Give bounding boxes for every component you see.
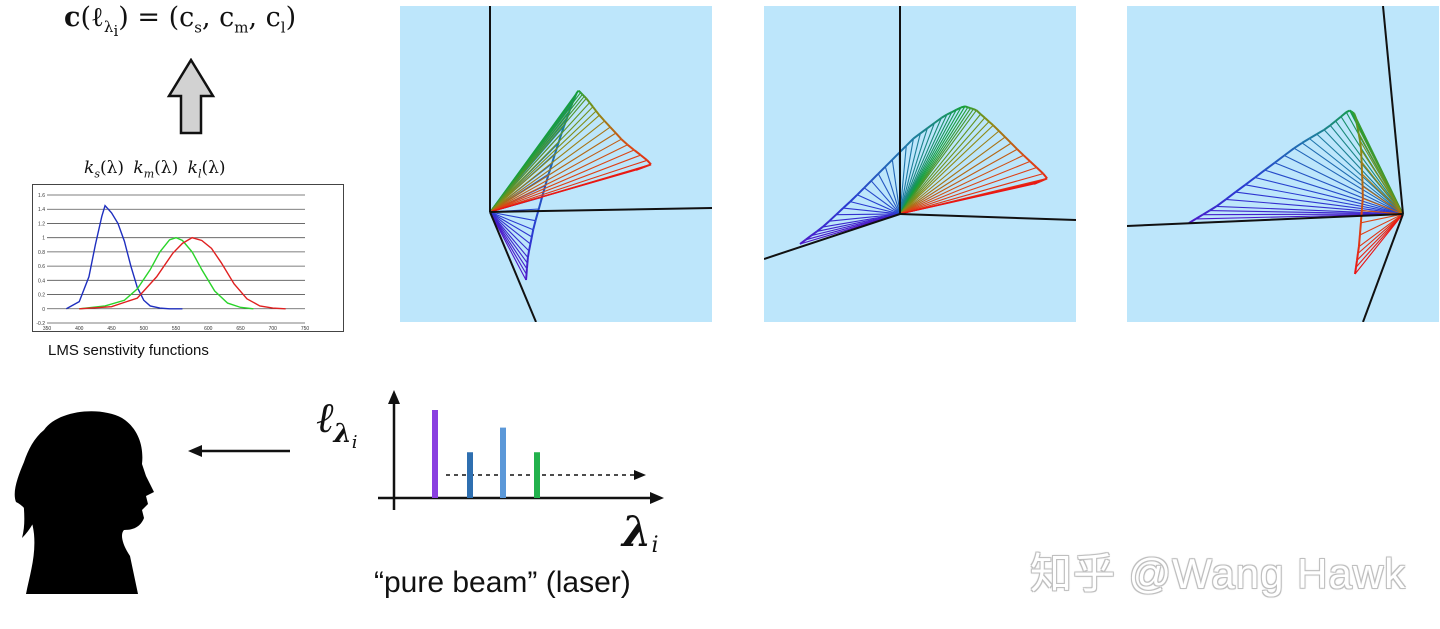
eq-sub-s: s xyxy=(194,18,202,36)
cone-ray xyxy=(836,214,900,215)
spectral-locus-segment xyxy=(1354,113,1356,117)
person-silhouette-icon xyxy=(6,406,156,594)
spectrum-y-label: ℓλi xyxy=(316,393,358,453)
spectral-locus-segment xyxy=(1362,162,1363,174)
spectral-locus-segment xyxy=(532,230,533,237)
lms-caption: LMS senstivity functions xyxy=(48,342,209,359)
eq-comma1: , c xyxy=(202,2,234,33)
spectral-locus-segment xyxy=(1357,254,1358,261)
spectral-locus-segment xyxy=(1355,267,1356,274)
spectral-locus-segment xyxy=(1360,141,1361,150)
spectrum-x-label: λi xyxy=(620,507,659,558)
spectral-locus-segment xyxy=(529,244,530,251)
spectral-locus-segment xyxy=(1350,111,1352,112)
eq-lhs-open: (ℓ xyxy=(80,2,103,33)
spectral-locus-segment xyxy=(527,258,528,264)
spectrum-bar xyxy=(500,428,506,498)
lms-y-tick: 1.4 xyxy=(38,207,45,213)
lms-x-tick: 500 xyxy=(140,326,149,331)
watermark: 知乎 @Wang Hawk xyxy=(1030,540,1406,601)
eq-close: ) xyxy=(286,2,297,33)
label-kl: kl(λ) xyxy=(188,158,226,178)
spectral-locus-segment xyxy=(1044,178,1047,179)
label-ks: ks(λ) xyxy=(84,158,124,178)
spectral-locus-segment xyxy=(1041,180,1044,181)
lms-y-tick: 0.2 xyxy=(38,293,45,299)
spectrum-bar xyxy=(432,410,438,498)
spectral-locus-segment xyxy=(640,167,644,168)
spectrum-bar xyxy=(534,452,540,498)
spectral-locus-segment xyxy=(644,166,648,167)
spectral-locus-segment xyxy=(579,91,581,93)
lms-y-tick: 0.8 xyxy=(38,250,45,256)
lms-y-tick: 1 xyxy=(42,236,45,242)
spectral-locus-segment xyxy=(581,93,583,95)
color-equation: c(ℓλi) = (cs, cm, cl) xyxy=(64,2,296,40)
spectral-locus-segment xyxy=(1360,223,1361,235)
color-cone-view-3 xyxy=(1127,6,1439,322)
label-km: km(λ) xyxy=(133,158,178,178)
lms-x-tick: 700 xyxy=(269,326,278,331)
spectral-locus-segment xyxy=(1362,198,1363,210)
spectral-locus-segment xyxy=(968,107,971,108)
laser-spectrum-plot: ℓλi λi xyxy=(312,388,672,564)
spectrum-bar xyxy=(467,452,473,498)
lms-series-2 xyxy=(79,238,285,309)
lms-x-tick: 450 xyxy=(107,326,116,331)
up-arrow-icon xyxy=(166,58,216,136)
eq-sub-lambda: λ xyxy=(104,18,114,36)
spectral-locus-segment xyxy=(527,263,528,269)
spectral-locus-segment xyxy=(582,94,584,96)
color-cone-view-2 xyxy=(764,6,1076,322)
spectral-locus-segment xyxy=(530,237,531,244)
spectral-locus-segment xyxy=(1034,183,1037,184)
lms-y-tick: 0 xyxy=(42,307,45,313)
spectral-locus-segment xyxy=(528,251,529,258)
spectral-locus-segment xyxy=(1356,260,1357,267)
spectral-locus-segment xyxy=(1359,235,1360,247)
eq-sub-m: m xyxy=(234,18,248,36)
spectral-locus-segment xyxy=(1358,247,1359,254)
lms-x-tick: 550 xyxy=(172,326,181,331)
left-arrow-icon xyxy=(186,440,292,460)
spectral-locus-segment xyxy=(636,169,640,170)
lms-x-tick: 350 xyxy=(43,326,52,331)
sensitivity-labels: ks(λ) km(λ) kl(λ) xyxy=(84,158,226,180)
spectral-locus-segment xyxy=(1037,181,1040,182)
lms-chart-frame: 1.6 1.4 1.2 1 0.8 0.6 0.4 0.2 0 -0.2 350 400 450 500 5… xyxy=(32,184,344,332)
spectral-locus-segment xyxy=(526,274,527,280)
lms-series-0 xyxy=(66,206,182,309)
lms-y-tick: 1.2 xyxy=(38,221,45,227)
spectral-locus-segment xyxy=(965,106,968,107)
spectral-locus-segment xyxy=(1356,117,1357,125)
lms-x-tick: 400 xyxy=(75,326,84,331)
lms-y-tick: 1.6 xyxy=(38,193,45,199)
lms-x-tick: 600 xyxy=(204,326,213,331)
spectral-locus-segment xyxy=(971,108,974,109)
eq-bold-c: c xyxy=(64,2,80,33)
eq-comma2: , c xyxy=(248,2,280,33)
lms-y-tick: 0.6 xyxy=(38,264,45,270)
spectral-locus-segment xyxy=(1361,150,1362,162)
spectral-locus-segment xyxy=(961,106,965,107)
spectral-locus-segment xyxy=(1362,174,1363,186)
lms-x-tick: 750 xyxy=(301,326,310,331)
spectral-locus-segment xyxy=(1353,112,1354,113)
spectral-locus-segment xyxy=(647,164,651,165)
eq-rhs: ) = (c xyxy=(118,2,194,33)
lms-y-tick: 0.4 xyxy=(38,278,45,284)
spectral-locus-segment xyxy=(1351,112,1353,113)
pure-beam-caption: “pure beam” (laser) xyxy=(374,566,631,600)
lms-x-tick: 650 xyxy=(236,326,245,331)
spectral-locus-segment xyxy=(973,109,976,110)
color-cone-view-1 xyxy=(400,6,712,322)
